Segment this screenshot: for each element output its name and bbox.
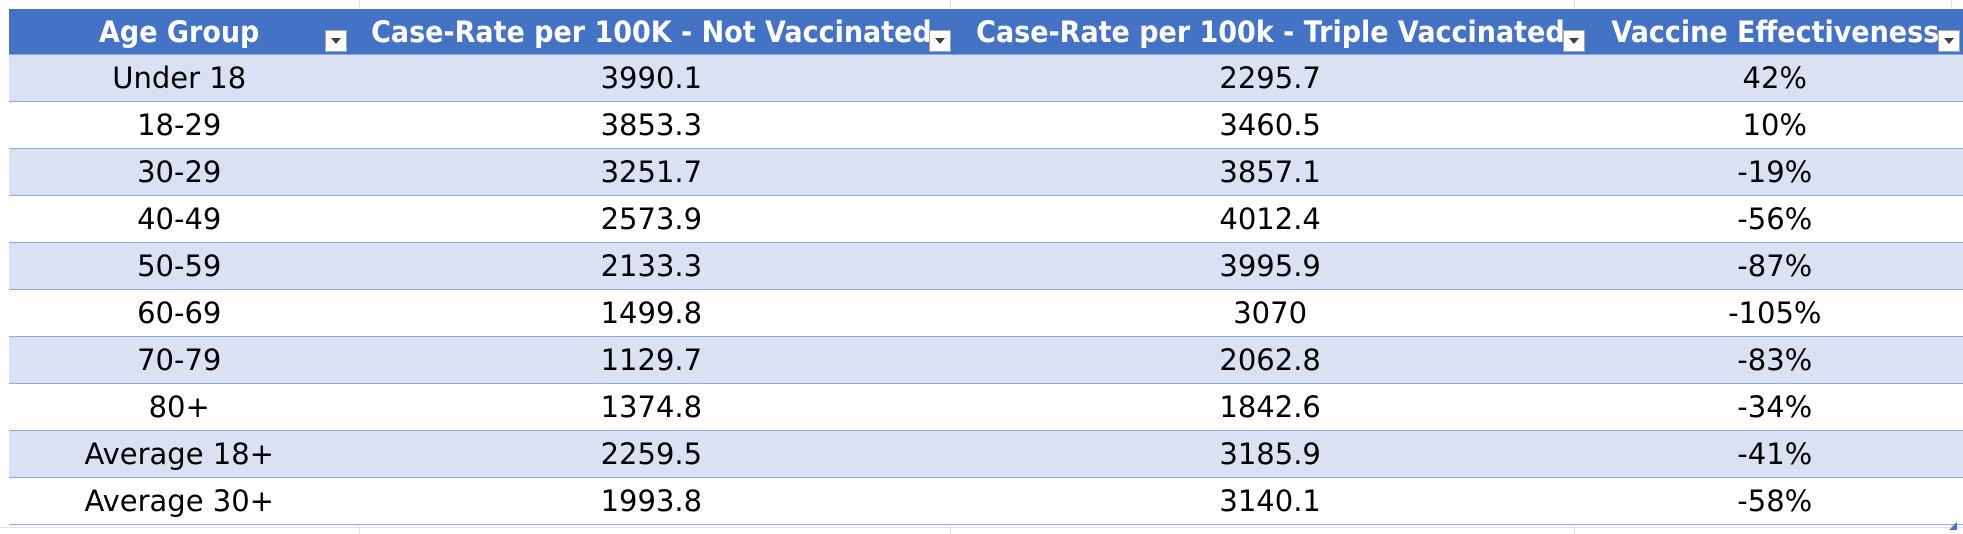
header-row: Age Group Case-Rate per 100K - Not Vacci…: [9, 9, 1963, 55]
dropdown-arrow-icon: [934, 38, 945, 44]
cell-triple-vaccinated[interactable]: 1842.6: [953, 383, 1588, 431]
cell-triple-vaccinated[interactable]: 3460.5: [953, 101, 1588, 149]
table-row: Under 18 3990.1 2295.7 42%: [9, 54, 1963, 102]
cell-age-group[interactable]: Average 18+: [9, 430, 350, 478]
table-row: 70-79 1129.7 2062.8 -83%: [9, 336, 1963, 384]
header-label: Case-Rate per 100K - Not Vaccinated: [371, 14, 932, 49]
cell-not-vaccinated[interactable]: 2259.5: [349, 430, 954, 478]
cell-vaccine-effectiveness[interactable]: 10%: [1587, 101, 1963, 149]
cell-vaccine-effectiveness[interactable]: -41%: [1587, 430, 1963, 478]
cell-vaccine-effectiveness[interactable]: -19%: [1587, 148, 1963, 196]
filter-dropdown-button[interactable]: [1562, 30, 1585, 52]
cell-age-group[interactable]: 40-49: [9, 195, 350, 243]
cell-age-group[interactable]: 80+: [9, 383, 350, 431]
cell-age-group[interactable]: Under 18: [9, 54, 350, 102]
cell-not-vaccinated[interactable]: 1129.7: [349, 336, 954, 384]
cell-not-vaccinated[interactable]: 3853.3: [349, 101, 954, 149]
table-row: 80+ 1374.8 1842.6 -34%: [9, 383, 1963, 431]
resize-grip-icon: [1949, 522, 1957, 530]
cell-triple-vaccinated[interactable]: 2062.8: [953, 336, 1588, 384]
dropdown-arrow-icon: [1568, 38, 1579, 44]
table-row: 50-59 2133.3 3995.9 -87%: [9, 242, 1963, 290]
dropdown-arrow-icon: [330, 38, 341, 44]
vaccine-data-table: Age Group Case-Rate per 100K - Not Vacci…: [9, 9, 1963, 525]
cell-age-group[interactable]: Average 30+: [9, 477, 350, 525]
cell-vaccine-effectiveness[interactable]: -105%: [1587, 289, 1963, 337]
header-age-group: Age Group: [9, 9, 350, 55]
table-row: 60-69 1499.8 3070 -105%: [9, 289, 1963, 337]
filter-dropdown-button[interactable]: [1938, 30, 1960, 52]
header-label: Age Group: [98, 14, 260, 49]
cell-not-vaccinated[interactable]: 1499.8: [349, 289, 954, 337]
table-resize-handle[interactable]: [1949, 515, 1957, 530]
cell-vaccine-effectiveness[interactable]: -83%: [1587, 336, 1963, 384]
table-row: 30-29 3251.7 3857.1 -19%: [9, 148, 1963, 196]
header-not-vaccinated: Case-Rate per 100K - Not Vaccinated: [349, 9, 954, 55]
cell-not-vaccinated[interactable]: 3990.1: [349, 54, 954, 102]
cell-triple-vaccinated[interactable]: 4012.4: [953, 195, 1588, 243]
cell-triple-vaccinated[interactable]: 2295.7: [953, 54, 1588, 102]
cell-vaccine-effectiveness[interactable]: -58%: [1587, 477, 1963, 525]
cell-vaccine-effectiveness[interactable]: 42%: [1587, 54, 1963, 102]
cell-age-group[interactable]: 50-59: [9, 242, 350, 290]
header-triple-vaccinated: Case-Rate per 100k - Triple Vaccinated: [953, 9, 1588, 55]
cell-triple-vaccinated[interactable]: 3995.9: [953, 242, 1588, 290]
table-row: Average 30+ 1993.8 3140.1 -58%: [9, 477, 1963, 525]
table-row: Average 18+ 2259.5 3185.9 -41%: [9, 430, 1963, 478]
cell-triple-vaccinated[interactable]: 3185.9: [953, 430, 1588, 478]
cell-vaccine-effectiveness[interactable]: -56%: [1587, 195, 1963, 243]
cell-not-vaccinated[interactable]: 2133.3: [349, 242, 954, 290]
cell-not-vaccinated[interactable]: 2573.9: [349, 195, 954, 243]
filter-dropdown-button[interactable]: [928, 30, 951, 52]
table-row: 40-49 2573.9 4012.4 -56%: [9, 195, 1963, 243]
cell-triple-vaccinated[interactable]: 3857.1: [953, 148, 1588, 196]
cell-not-vaccinated[interactable]: 1993.8: [349, 477, 954, 525]
cell-age-group[interactable]: 30-29: [9, 148, 350, 196]
cell-vaccine-effectiveness[interactable]: -34%: [1587, 383, 1963, 431]
cell-vaccine-effectiveness[interactable]: -87%: [1587, 242, 1963, 290]
cell-triple-vaccinated[interactable]: 3140.1: [953, 477, 1588, 525]
header-vaccine-effectiveness: Vaccine Effectiveness: [1587, 9, 1963, 55]
cell-not-vaccinated[interactable]: 1374.8: [349, 383, 954, 431]
cell-age-group[interactable]: 60-69: [9, 289, 350, 337]
cell-triple-vaccinated[interactable]: 3070: [953, 289, 1588, 337]
cell-not-vaccinated[interactable]: 3251.7: [349, 148, 954, 196]
header-label: Vaccine Effectiveness: [1610, 14, 1939, 49]
cell-age-group[interactable]: 18-29: [9, 101, 350, 149]
filter-dropdown-button[interactable]: [324, 30, 347, 52]
header-label: Case-Rate per 100k - Triple Vaccinated: [975, 14, 1565, 49]
dropdown-arrow-icon: [1944, 38, 1954, 44]
table-row: 18-29 3853.3 3460.5 10%: [9, 101, 1963, 149]
cell-age-group[interactable]: 70-79: [9, 336, 350, 384]
